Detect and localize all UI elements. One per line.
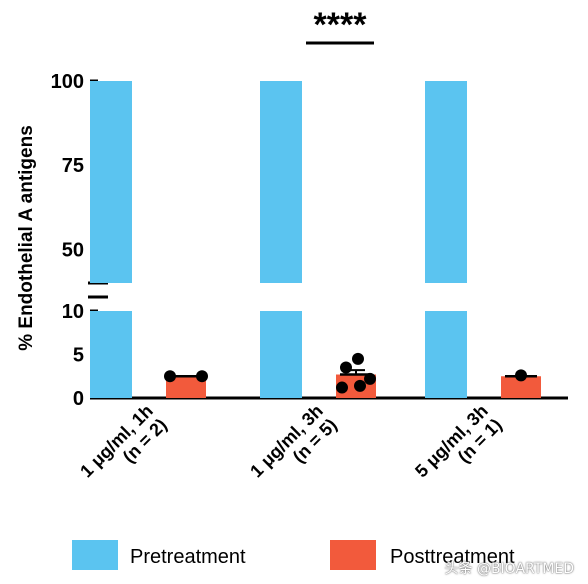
data-point (515, 369, 527, 382)
legend: Pretreatment Posttreatment (72, 540, 515, 570)
significance-stars: **** (314, 6, 368, 44)
data-point (164, 370, 176, 383)
data-point (196, 370, 208, 383)
y-tick-label: 100 (51, 71, 84, 93)
y-tick-label: 0 (73, 388, 84, 410)
posttreatment-bar (166, 376, 206, 398)
y-tick-label: 5 (73, 345, 84, 367)
data-point (340, 361, 352, 374)
y-axis-label: % Endothelial A antigens (16, 125, 37, 351)
data-point (352, 352, 364, 365)
pretreatment-bar (90, 311, 132, 398)
y-tick-label: 50 (62, 239, 84, 261)
pretreatment-bar (260, 311, 302, 398)
y-tick-label: 10 (62, 301, 84, 323)
pretreatment-bar (425, 81, 467, 283)
data-point (354, 379, 366, 392)
legend-label-pretreatment: Pretreatment (130, 546, 246, 568)
legend-label-posttreatment: Posttreatment (390, 546, 515, 568)
legend-swatch-posttreatment (330, 540, 376, 570)
pretreatment-bar (260, 81, 302, 283)
pretreatment-bar (425, 311, 467, 398)
data-point (336, 381, 348, 394)
pretreatment-bar (90, 81, 132, 283)
posttreatment-bar (501, 376, 541, 398)
watermark: 头条 @BIOARTMED (444, 561, 575, 577)
legend-swatch-pretreatment (72, 540, 118, 570)
data-point (364, 372, 376, 385)
y-tick-label: 75 (62, 155, 84, 177)
